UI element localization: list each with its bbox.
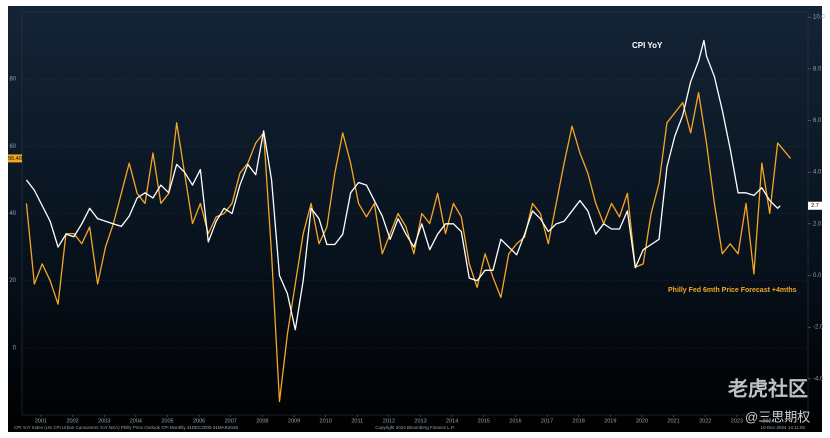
x-tick-label: 2023 xyxy=(731,418,743,424)
x-tick-label: 2020 xyxy=(636,418,648,424)
x-tick-label: 2024 xyxy=(762,418,774,424)
watermark: 老虎社区 xyxy=(728,376,808,400)
legend-label: CPI YoY xyxy=(632,41,663,50)
x-tick-label: 2021 xyxy=(667,418,679,424)
x-tick-label: 2014 xyxy=(446,418,458,424)
x-tick-label: 2003 xyxy=(98,418,110,424)
x-tick-label: 2022 xyxy=(699,418,711,424)
series-line xyxy=(25,39,781,331)
current-value-box xyxy=(8,154,22,163)
footnote: CPI YoY Index (US CPI Urban Consumers Yo… xyxy=(14,425,238,430)
x-tick-label: 2013 xyxy=(414,418,426,424)
y-tick-label: 80 xyxy=(9,77,16,83)
x-tick-label: 2017 xyxy=(541,418,553,424)
copyright: Copyright 2024 Bloomberg Finance L.P. xyxy=(375,425,454,430)
x-tick-label: 2015 xyxy=(478,418,490,424)
y2-tick-label: 10.0 xyxy=(813,15,825,21)
y2-tick-label: -2.0 xyxy=(813,325,824,331)
y2-tick-label: 0.0 xyxy=(813,273,822,279)
x-tick-label: 2009 xyxy=(288,418,300,424)
timestamp: 10-Dec-2024 14:11:50 xyxy=(761,425,806,430)
y-tick-label: 60 xyxy=(9,144,16,150)
x-tick-label: 2002 xyxy=(66,418,78,424)
y2-tick-label: 6.0 xyxy=(813,118,822,124)
y2-tick-label: 8.0 xyxy=(813,66,822,72)
chart-background xyxy=(8,6,822,432)
plot-layer xyxy=(22,16,811,417)
y-tick-label: 40 xyxy=(9,211,16,217)
y2-tick-label: -4.0 xyxy=(813,376,824,382)
current-value-box xyxy=(808,201,822,210)
legend-label: Philly Fed 6mth Price Forecast +4mths xyxy=(668,287,797,294)
series-line xyxy=(25,91,792,403)
x-tick-label: 2008 xyxy=(256,418,268,424)
x-tick-label: 2016 xyxy=(509,418,521,424)
x-tick-label: 2019 xyxy=(604,418,616,424)
x-tick-label: 2005 xyxy=(161,418,173,424)
y2-tick-label: 2.0 xyxy=(813,221,822,227)
current-value-label: 2.7 xyxy=(811,203,819,209)
x-tick-label: 2007 xyxy=(225,418,237,424)
watermark: @三思期权 xyxy=(745,409,810,424)
y2-tick-label: 4.0 xyxy=(813,170,822,176)
x-tick-label: 2001 xyxy=(35,418,47,424)
x-tick-label: 2004 xyxy=(130,418,142,424)
x-tick-label: 2006 xyxy=(193,418,205,424)
current-value-label: 56.40 xyxy=(8,156,22,162)
x-tick-label: 2018 xyxy=(573,418,585,424)
y-tick-label: 20 xyxy=(9,278,16,284)
y-tick-label: 0 xyxy=(13,345,17,351)
x-tick-label: 2010 xyxy=(320,418,332,424)
x-tick-label: 2011 xyxy=(351,418,363,424)
x-tick-label: 2012 xyxy=(383,418,395,424)
